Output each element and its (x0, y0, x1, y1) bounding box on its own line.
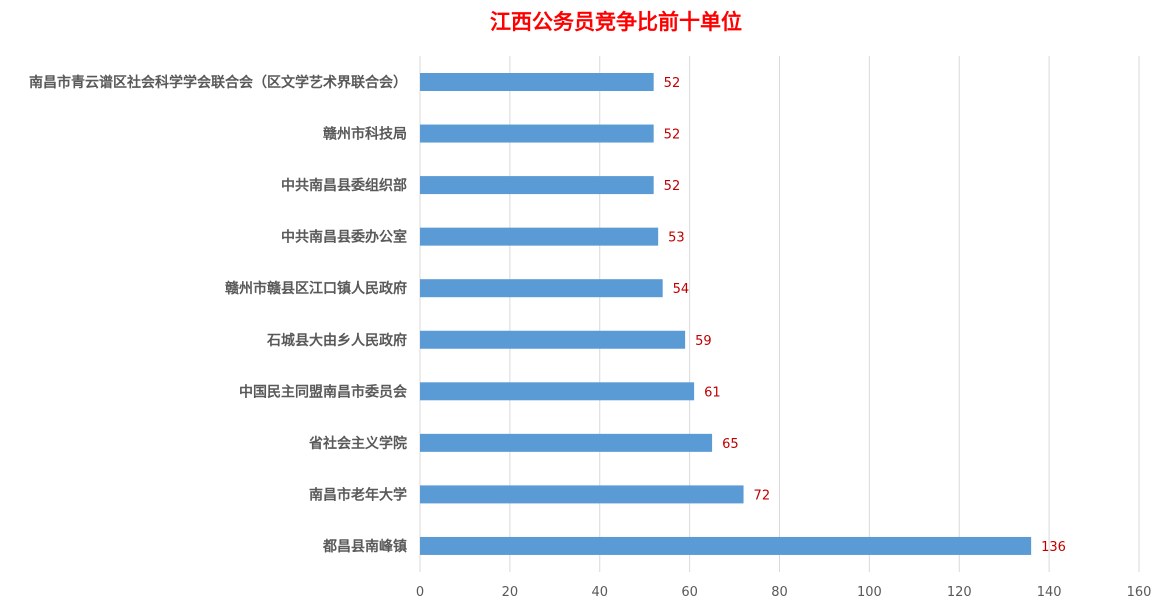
bar (420, 330, 686, 349)
x-tick-label: 20 (502, 585, 519, 600)
data-label: 61 (704, 385, 721, 400)
x-tick-label: 100 (857, 585, 882, 600)
x-tick-label: 80 (771, 585, 788, 600)
category-label: 南昌市老年大学 (309, 486, 407, 503)
bar (420, 279, 663, 298)
x-tick-label: 0 (416, 585, 424, 600)
category-label: 赣州市科技局 (323, 126, 407, 143)
x-tick-label: 160 (1127, 585, 1152, 600)
data-label: 52 (664, 179, 681, 194)
data-label: 72 (754, 488, 771, 503)
data-label: 52 (664, 128, 681, 143)
category-label: 中共南昌县委组织部 (281, 177, 407, 194)
data-label: 54 (673, 282, 690, 297)
x-tick-label: 60 (681, 585, 698, 600)
category-label: 赣州市赣县区江口镇人民政府 (225, 280, 407, 297)
bar (420, 124, 654, 143)
chart-title: 江西公务员竞争比前十单位 (490, 10, 742, 34)
bar (420, 227, 659, 246)
x-tick-label: 120 (947, 585, 972, 600)
data-label: 52 (664, 76, 681, 91)
data-label: 53 (668, 231, 685, 246)
category-labels: 南昌市青云谱区社会科学学会联合会（区文学艺术界联合会） 赣州市科技局中共南昌县委组… (29, 74, 408, 555)
bar (420, 485, 744, 504)
x-tick-label: 140 (1037, 585, 1062, 600)
category-label: 省社会主义学院 (308, 435, 407, 452)
data-labels: 52 52 52 53 54 59 61 65 72 136 (664, 76, 1066, 555)
x-tick-label: 40 (591, 585, 608, 600)
bars (420, 73, 1032, 555)
bar (420, 382, 695, 401)
bar (420, 73, 654, 91)
bar (420, 433, 713, 452)
x-axis-tick-labels: 0 20 40 60 80 100 120 140 160 (416, 585, 1152, 600)
data-label: 65 (722, 437, 739, 452)
category-label: 中国民主同盟南昌市委员会 (239, 383, 408, 400)
category-label: 都昌县南峰镇 (322, 538, 407, 555)
bar (420, 536, 1032, 555)
category-label: 南昌市青云谱区社会科学学会联合会（区文学艺术界联合会） (29, 74, 407, 91)
data-label: 59 (695, 334, 712, 349)
bar (420, 176, 654, 195)
category-label: 石城县大由乡人民政府 (266, 332, 407, 349)
category-label: 中共南昌县委办公室 (281, 229, 407, 246)
data-label: 136 (1041, 540, 1066, 555)
